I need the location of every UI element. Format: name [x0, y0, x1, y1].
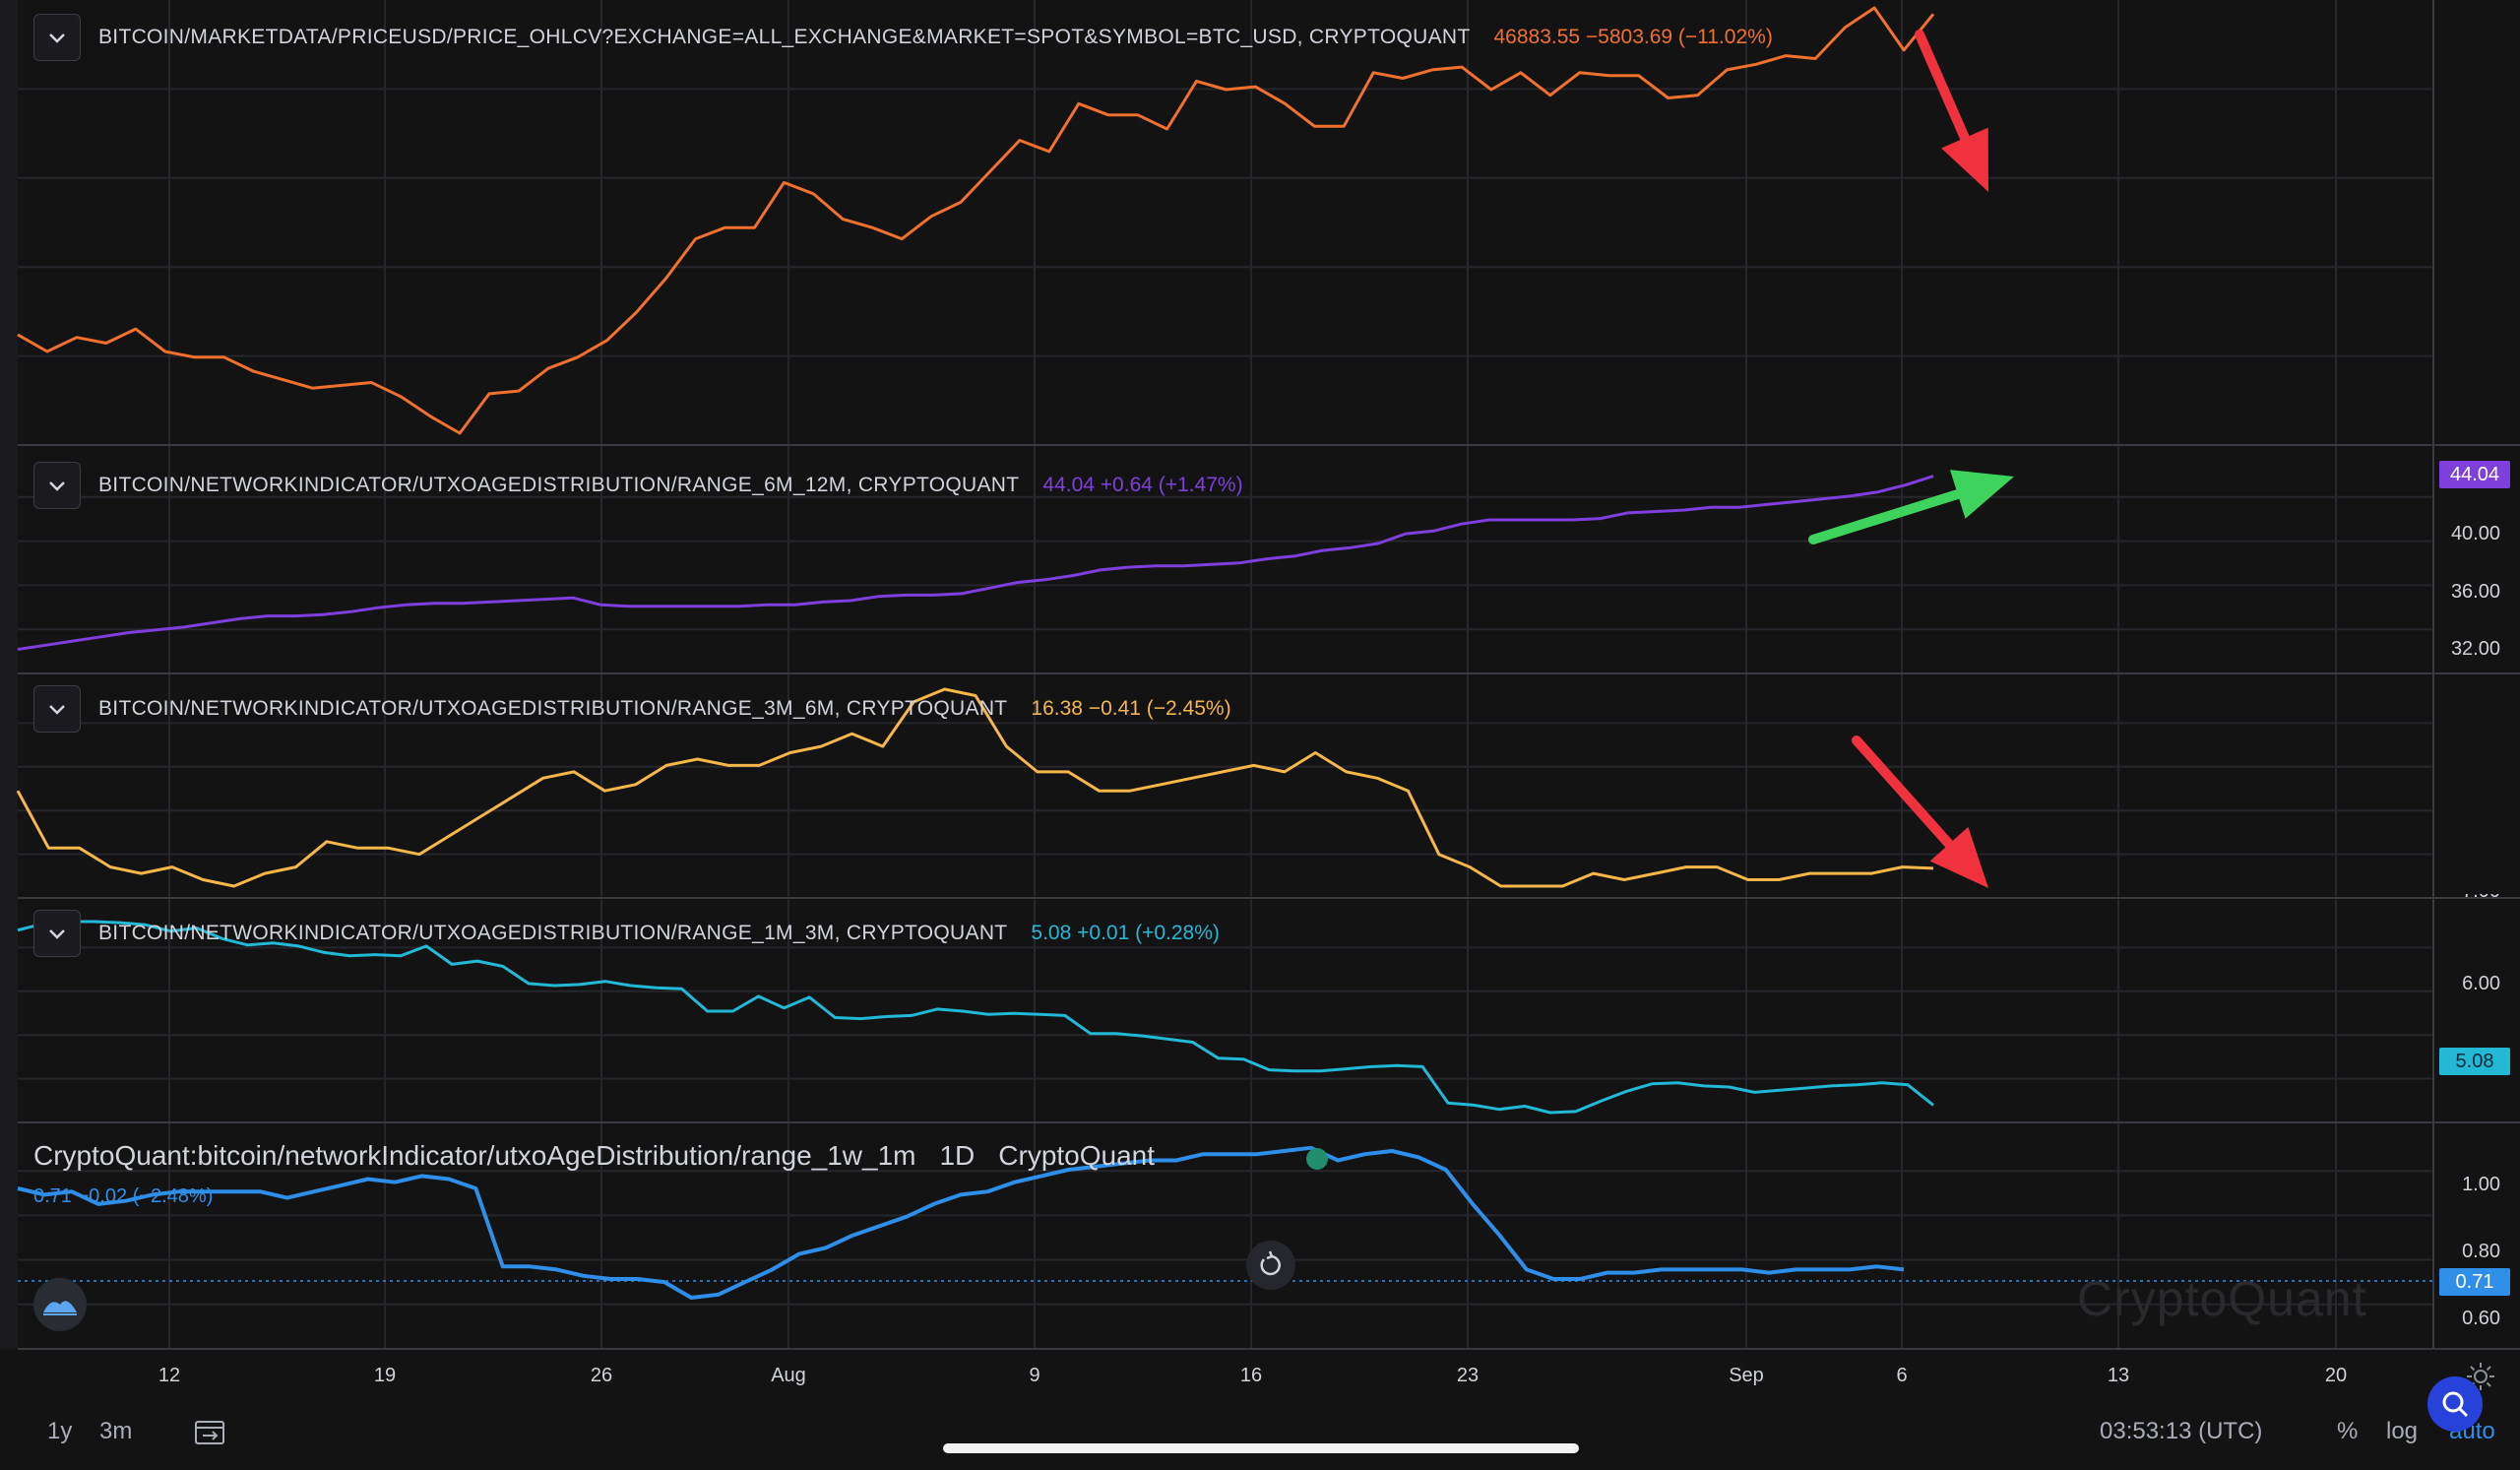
chevron-down-icon	[49, 929, 65, 939]
series-line-range_1m_3m	[17, 920, 1934, 1115]
x-tick-label: 13	[2107, 1365, 2130, 1386]
calendar-range-icon	[195, 1421, 224, 1444]
red-arrow-price-head	[1941, 127, 1988, 192]
red-arrow-3m-6m-shaft	[1852, 735, 1955, 850]
pane-header-6m-12m: BITCOIN/NETWORKINDICATOR/UTXOAGEDISTRIBU…	[33, 462, 1243, 509]
annotation-arrows	[1808, 30, 2014, 888]
y-tick-label: 32.00	[2450, 638, 2500, 660]
last-value-badge-1w-1m: 0.71	[2439, 1268, 2510, 1296]
pane-header-3m-6m: BITCOIN/NETWORKINDICATOR/UTXOAGEDISTRIBU…	[33, 685, 1231, 733]
chevron-down-icon	[49, 481, 65, 491]
x-tick-label: Sep	[1729, 1365, 1764, 1386]
log-scale-toggle[interactable]: log	[2386, 1418, 2419, 1444]
collapse-button[interactable]	[33, 14, 81, 61]
search-icon	[2442, 1391, 2469, 1418]
interval-label[interactable]: 1D	[939, 1140, 976, 1171]
clock-utc: 03:53:13 (UTC)	[2100, 1418, 2263, 1444]
home-indicator	[943, 1443, 1579, 1453]
series-values: 46883.55 −5803.69 (−11.02%)	[1493, 26, 1773, 48]
x-tick-label: 12	[158, 1365, 181, 1386]
data-point-marker	[1306, 1148, 1328, 1170]
x-tick-label: 9	[1029, 1365, 1040, 1386]
green-arrow-6m-12m-shaft	[1808, 488, 1963, 544]
logo-icon	[43, 1301, 77, 1315]
last-value-badge-6m-12m: 44.04	[2439, 461, 2510, 488]
series-line-price	[17, 6, 1935, 435]
pane-header-1w-1m: CryptoQuant:bitcoin/networkIndicator/utx…	[33, 1140, 1155, 1172]
series-line-range_1w_1m	[17, 1145, 1905, 1300]
series-line-range_6m_12m	[17, 475, 1934, 651]
pane-header-1m-3m: BITCOIN/NETWORKINDICATOR/UTXOAGEDISTRIBU…	[33, 910, 1220, 957]
y-tick-label: 36.00	[2450, 581, 2500, 603]
x-tick-label: 6	[1896, 1365, 1908, 1386]
y-tick-label: 1.00	[2462, 1174, 2500, 1195]
percent-scale-toggle[interactable]: %	[2337, 1418, 2359, 1444]
pane-header-price: BITCOIN/MARKETDATA/PRICEUSD/PRICE_OHLCV?…	[33, 14, 1773, 61]
series-title: BITCOIN/NETWORKINDICATOR/UTXOAGEDISTRIBU…	[98, 474, 1020, 496]
red-arrow-price-shaft	[1915, 30, 1970, 144]
collapse-button[interactable]	[33, 685, 81, 733]
reset-chart-button[interactable]	[1246, 1241, 1295, 1290]
x-tick-label: Aug	[771, 1365, 806, 1386]
series-values: 0.71 −0.02 (−2.48%)	[33, 1185, 214, 1207]
series-values: 5.08 +0.01 (+0.28%)	[1031, 922, 1220, 944]
y-tick-label: 40.00	[2450, 523, 2500, 544]
collapse-button[interactable]	[33, 910, 81, 957]
x-tick-label: 16	[1239, 1365, 1263, 1386]
y-tick-text: 7.00	[2462, 894, 2500, 902]
left-edge	[0, 0, 18, 1349]
cryptoquant-logo	[33, 1278, 87, 1331]
series-values: 44.04 +0.64 (+1.47%)	[1042, 474, 1243, 496]
chevron-down-icon	[49, 33, 65, 43]
series-title: BITCOIN/NETWORKINDICATOR/UTXOAGEDISTRIBU…	[98, 922, 1008, 944]
x-tick-label: 19	[373, 1365, 397, 1386]
date-range-button[interactable]	[193, 1418, 228, 1452]
red-arrow-3m-6m-head	[1929, 826, 1988, 888]
chevron-down-icon	[49, 705, 65, 715]
last-value-badge-1m-3m: 5.08	[2439, 1048, 2510, 1075]
x-tick-label: 20	[2324, 1365, 2348, 1386]
range-3m-button[interactable]: 3m	[99, 1418, 133, 1444]
x-tick-label: 26	[590, 1365, 613, 1386]
y-tick-label: 6.00	[2462, 973, 2500, 994]
series-title: CryptoQuant:bitcoin/networkIndicator/utx…	[33, 1140, 916, 1171]
series-title: BITCOIN/MARKETDATA/PRICEUSD/PRICE_OHLCV?…	[98, 26, 1471, 48]
search-button[interactable]	[2427, 1376, 2483, 1432]
y-tick-label-clipped: 7.00	[2462, 894, 2500, 902]
series-title: BITCOIN/NETWORKINDICATOR/UTXOAGEDISTRIBU…	[98, 697, 1008, 720]
range-1y-button[interactable]: 1y	[47, 1418, 73, 1444]
green-arrow-6m-12m-head	[1949, 470, 2014, 519]
chart-settings-button[interactable]	[2463, 1359, 2498, 1399]
y-tick-label: 0.80	[2462, 1241, 2500, 1262]
reset-icon	[1260, 1250, 1281, 1276]
y-tick-label: 0.60	[2462, 1308, 2500, 1329]
watermark: CryptoQuant	[2077, 1271, 2367, 1326]
gear-icon	[2467, 1363, 2494, 1390]
source-label: CryptoQuant	[998, 1140, 1156, 1171]
series-layer	[16, 6, 2433, 1300]
series-line-range_3m_6m	[16, 687, 1934, 888]
series-values: 16.38 −0.41 (−2.45%)	[1031, 697, 1231, 720]
x-tick-label: 23	[1456, 1365, 1480, 1386]
collapse-button[interactable]	[33, 462, 81, 509]
